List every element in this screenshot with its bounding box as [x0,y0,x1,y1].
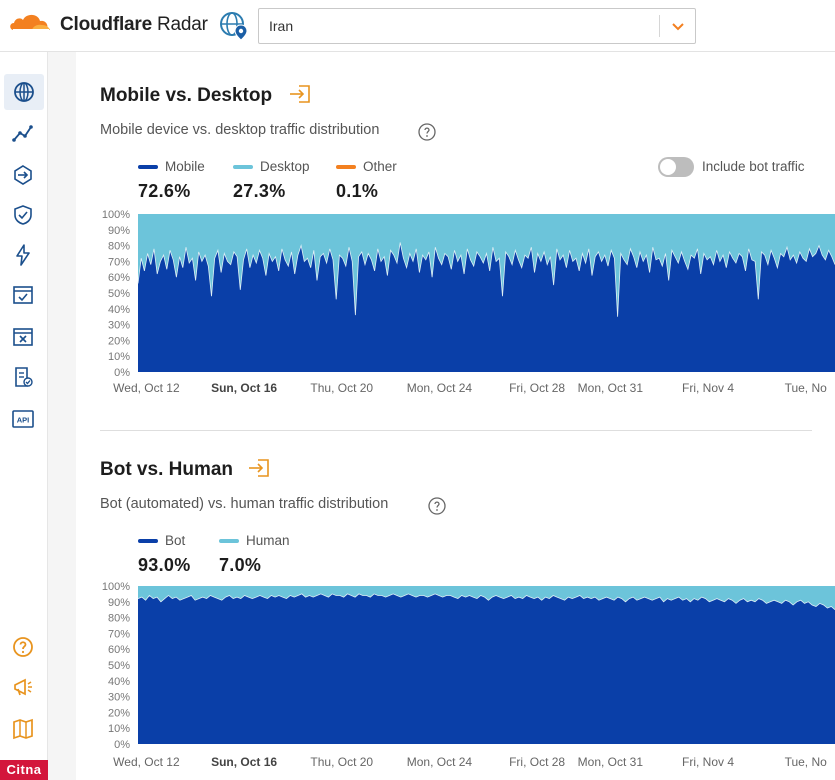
window-close-icon[interactable] [10,324,36,350]
mobile-share-value: 72.6% [138,181,191,201]
x-tick-label: Fri, Nov 4 [682,755,734,769]
legend-swatch [336,164,356,169]
x-tick-label: Wed, Oct 12 [113,755,180,769]
globe-location-icon [220,12,248,41]
main-panel: Mobile vs. Desktop Mobile device vs. des… [76,52,835,780]
y-tick-label: 20% [108,707,130,719]
lightning-icon[interactable] [10,242,36,268]
y-tick-label: 10% [108,351,130,363]
cloudflare-logo[interactable] [8,10,52,34]
line-chart-icon[interactable] [10,120,36,146]
y-tick-label: 90% [108,597,130,609]
bot-share-value: 93.0% [138,555,191,575]
y-tick-label: 80% [108,613,130,625]
x-tick-label: Fri, Oct 28 [509,755,565,769]
x-tick-label: Sun, Oct 16 [211,381,277,395]
y-tick-label: 70% [108,628,130,640]
api-icon[interactable]: API [10,406,36,432]
location-select[interactable]: Iran [258,8,696,44]
legend-bot[interactable]: Bot [138,533,185,548]
other-share-value: 0.1% [336,181,379,201]
book-map-icon[interactable] [10,716,36,742]
y-tick-label: 40% [108,676,130,688]
area-mobile [138,242,835,372]
x-tick-label: Sun, Oct 16 [211,755,277,769]
shield-icon[interactable] [10,202,36,228]
section-title-mobile-desktop: Mobile vs. Desktop [100,85,273,106]
legend-swatch [219,538,239,543]
x-tick-label: Mon, Oct 31 [578,755,644,769]
section-title-bot-human: Bot vs. Human [100,459,234,480]
open-report-icon[interactable] [246,457,272,479]
routing-icon[interactable] [10,162,36,188]
series-boundary-line [137,593,835,611]
x-tick-label: Wed, Oct 12 [113,381,180,395]
section-subtitle: Mobile device vs. desktop traffic distri… [100,122,380,138]
x-tick-label: Mon, Oct 24 [407,755,473,769]
calendar-check-icon[interactable] [10,282,36,308]
legend-human[interactable]: Human [219,533,290,548]
series-boundary-line [137,242,835,317]
y-tick-label: 0% [114,739,130,751]
y-tick-label: 0% [114,367,130,379]
x-tick-label: Fri, Nov 4 [682,381,734,395]
cloudflare-cloud-icon [10,14,50,31]
x-tick-label: Mon, Oct 31 [578,381,644,395]
bot-traffic-toggle[interactable] [658,157,694,177]
y-tick-label: 30% [108,692,130,704]
top-bar: Cloudflare Radar Iran [0,0,835,52]
legend-swatch [233,164,253,169]
y-tick-label: 50% [108,660,130,672]
brand-name[interactable]: Cloudflare Radar [60,14,208,35]
select-separator [659,15,660,37]
area-bot [138,593,835,744]
legend-swatch [138,164,158,169]
open-report-icon[interactable] [287,83,313,105]
location-value: Iran [269,18,294,34]
bot-traffic-toggle-label: Include bot traffic [702,159,805,174]
sidebar: API [0,52,48,780]
help-circle-icon[interactable] [10,634,36,660]
human-share-value: 7.0% [219,555,262,575]
y-tick-label: 50% [108,288,130,300]
help-icon[interactable] [417,122,437,142]
mobile-desktop-chart: 100% 90% 80% 70% 60% 50% 40% 30% 20% 10% 0% Wed, Oc… [102,209,835,395]
y-tick-label: 60% [108,272,130,284]
report-check-icon[interactable] [10,364,36,390]
help-icon[interactable] [427,496,447,516]
x-tick-label: Tue, No [785,381,828,395]
y-tick-label: 20% [108,335,130,347]
y-tick-label: 30% [108,320,130,332]
x-tick-label: Tue, No [785,755,828,769]
y-tick-label: 60% [108,644,130,656]
y-tick-label: 10% [108,723,130,735]
y-tick-label: 90% [108,225,130,237]
bot-human-chart: 100% 90% 80% 70% 60% 50% 40% 30% 20% 10% 0% Wed, Oc… [102,581,835,769]
y-tick-label: 70% [108,256,130,268]
legend-mobile[interactable]: Mobile [138,159,205,174]
watermark-logo: Citna [0,760,48,780]
legend-other[interactable]: Other [336,159,397,174]
legend-desktop[interactable]: Desktop [233,159,310,174]
x-tick-label: Mon, Oct 24 [407,381,473,395]
y-tick-label: 100% [102,581,130,593]
y-tick-label: 100% [102,209,130,221]
legend-swatch [138,538,158,543]
section-divider [100,430,812,431]
x-tick-label: Thu, Oct 20 [310,755,373,769]
y-tick-label: 40% [108,304,130,316]
globe-icon[interactable] [4,74,44,110]
section-subtitle: Bot (automated) vs. human traffic distri… [100,496,389,512]
y-tick-label: 80% [108,241,130,253]
svg-text:API: API [17,416,30,425]
megaphone-icon[interactable] [10,674,36,700]
sidebar-gutter [48,52,76,780]
chevron-down-icon[interactable] [669,17,687,35]
desktop-share-value: 27.3% [233,181,286,201]
x-tick-label: Fri, Oct 28 [509,381,565,395]
x-tick-label: Thu, Oct 20 [310,381,373,395]
